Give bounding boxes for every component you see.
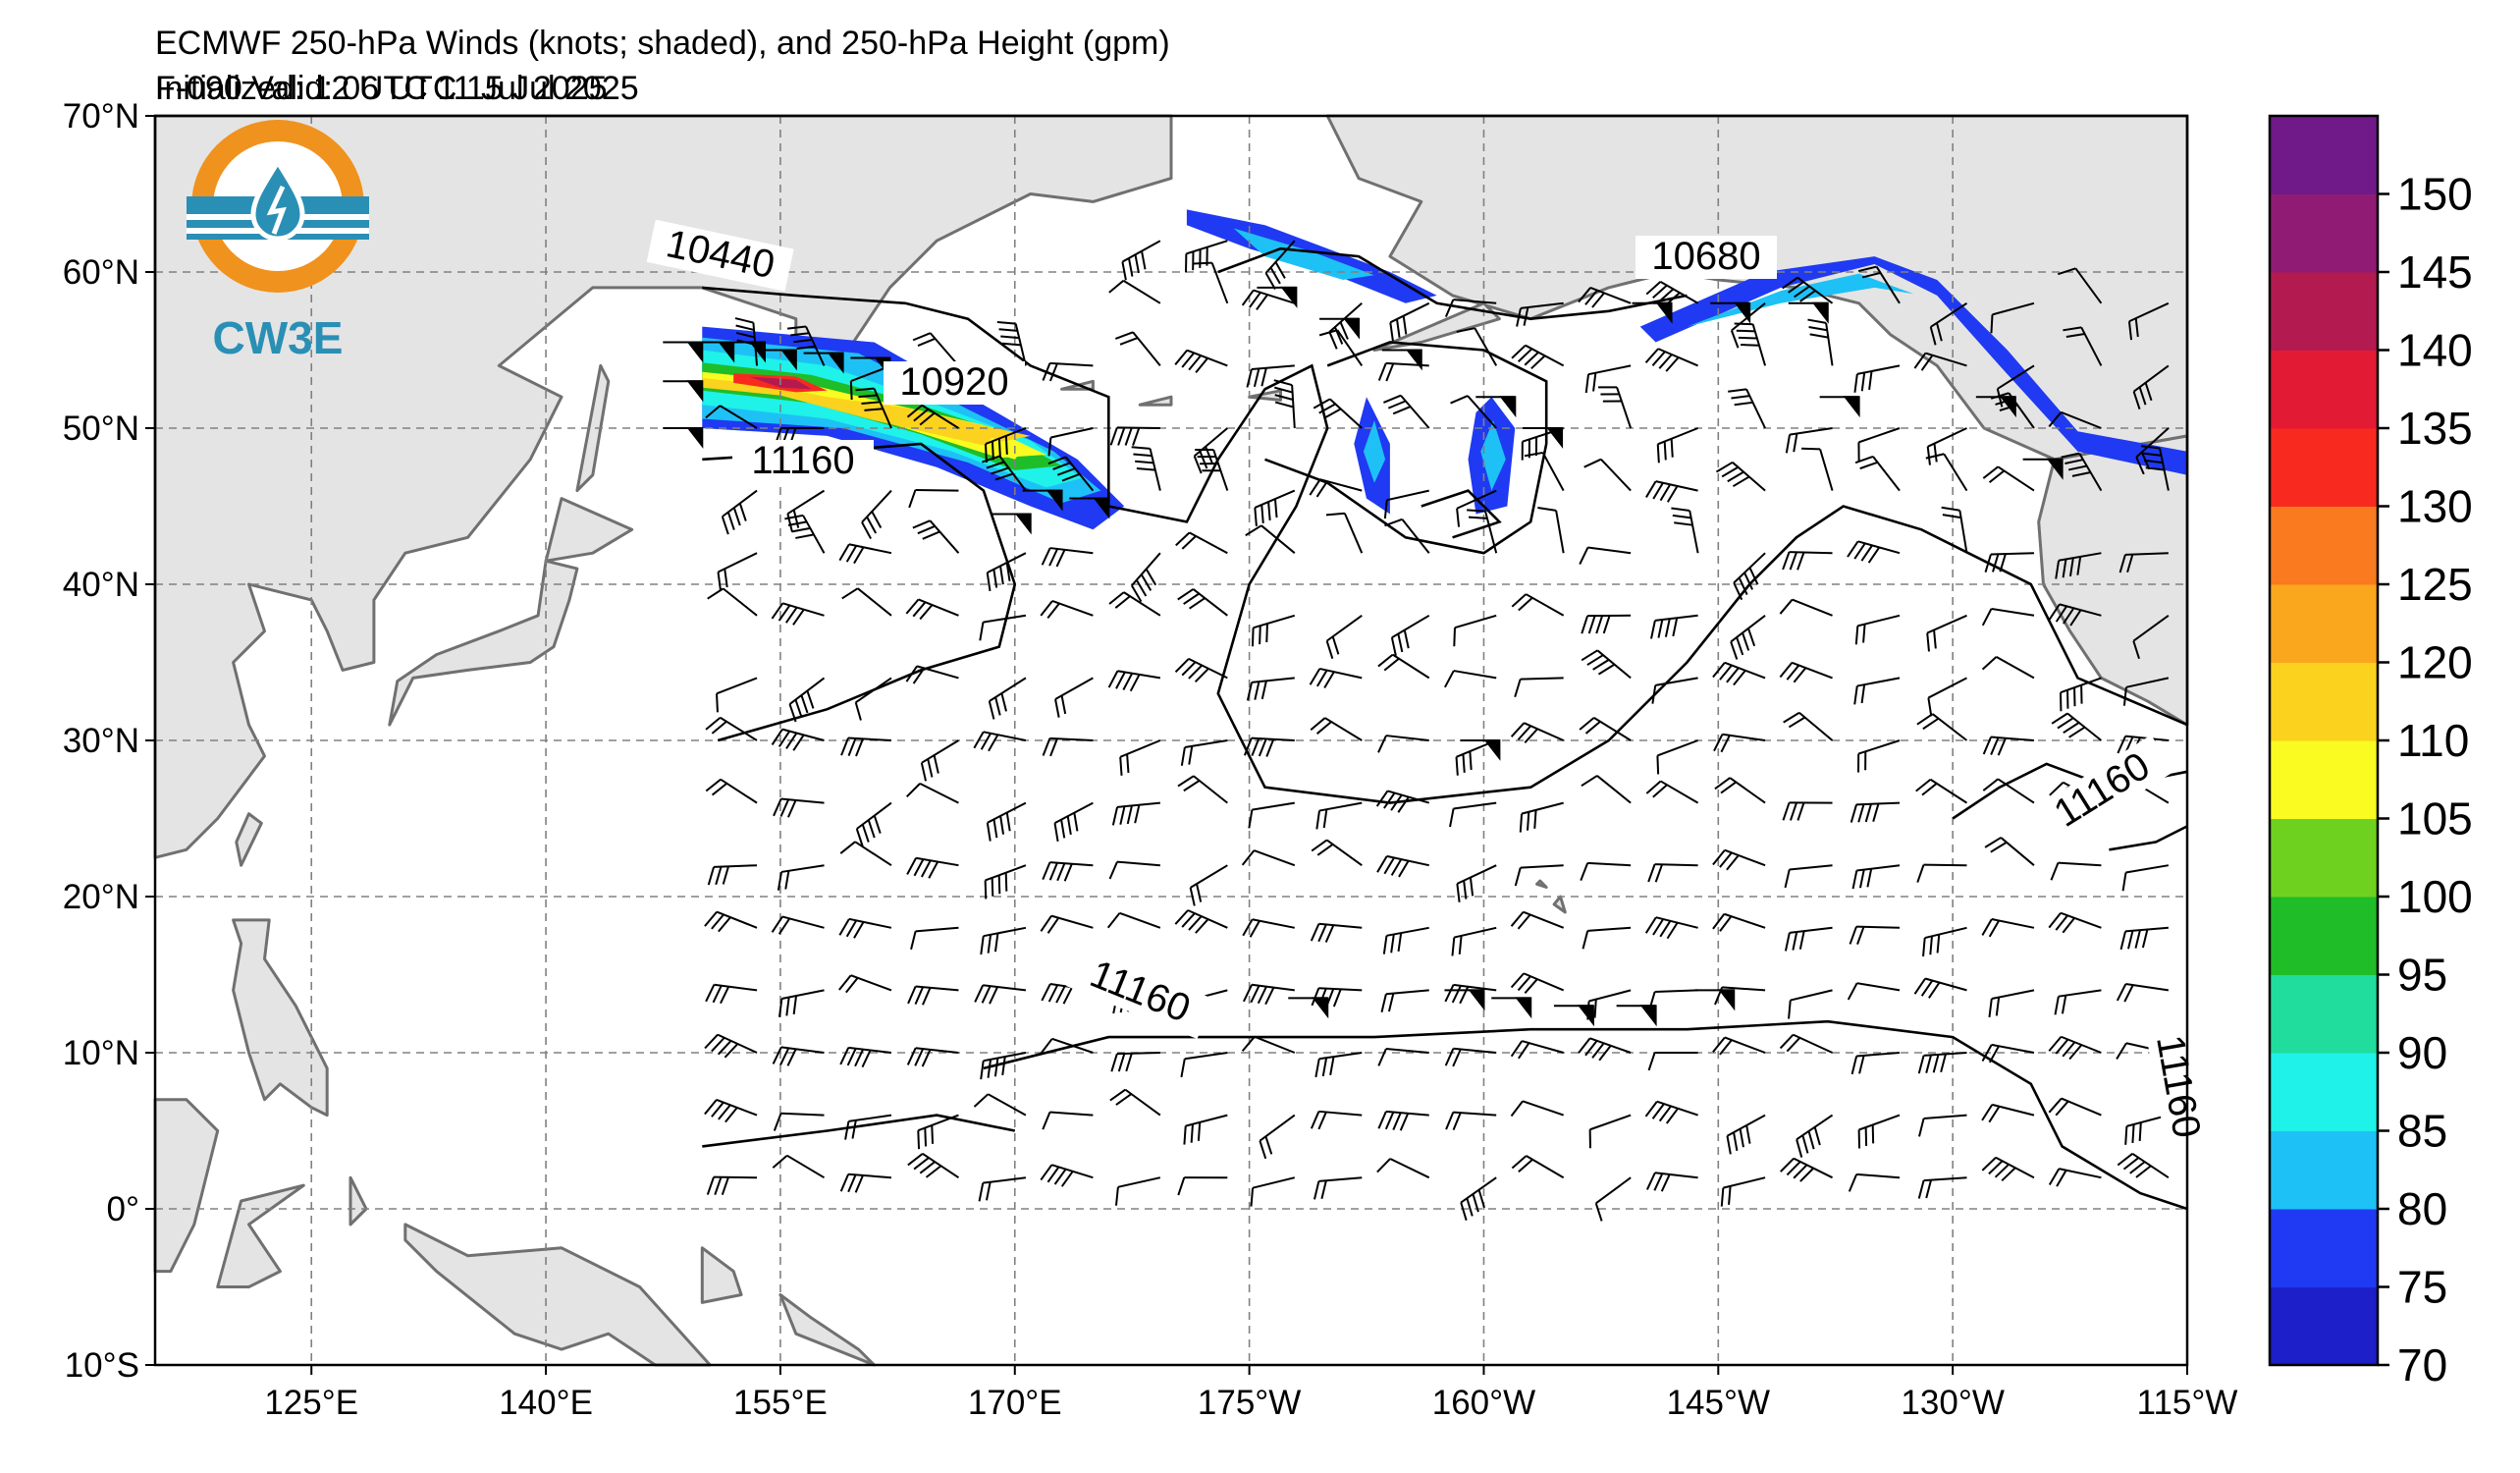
contour-label: 10920 bbox=[884, 360, 1025, 405]
svg-text:10920: 10920 bbox=[899, 360, 1008, 404]
colorbar-segment bbox=[2270, 350, 2378, 429]
colorbar-segment bbox=[2270, 193, 2378, 273]
longitude-label: 175°W bbox=[1198, 1384, 1301, 1422]
colorbar-segment bbox=[2270, 116, 2378, 194]
latitude-label: 20°N bbox=[63, 878, 139, 916]
colorbar-label: 75 bbox=[2397, 1262, 2447, 1313]
colorbar-segment bbox=[2270, 1053, 2378, 1131]
colorbar-segment bbox=[2270, 506, 2378, 585]
longitude-label: 140°E bbox=[499, 1384, 593, 1422]
colorbar-label: 90 bbox=[2397, 1027, 2447, 1078]
colorbar: 70 75 80 85 90 95 100 105 110 120 125 130 135 140 145 1… bbox=[2268, 114, 2473, 1391]
longitude-label: 125°E bbox=[264, 1384, 358, 1422]
colorbar-segment bbox=[2270, 428, 2378, 507]
lightning-icon bbox=[266, 185, 287, 235]
colorbar-label: 95 bbox=[2397, 950, 2447, 1001]
colorbar-label: 120 bbox=[2397, 637, 2473, 688]
colorbar-segment bbox=[2270, 897, 2378, 975]
latitude-labels: 70°N 60°N 50°N 40°N 30°N 20°N 10°N 0° 10°S bbox=[63, 97, 155, 1385]
colorbar-segment bbox=[2270, 1209, 2378, 1287]
longitude-label: 155°E bbox=[733, 1384, 828, 1422]
colorbar-segment bbox=[2270, 272, 2378, 351]
colorbar-segment bbox=[2270, 818, 2378, 898]
colorbar-segment bbox=[2270, 740, 2378, 819]
colorbar-segment bbox=[2270, 1286, 2378, 1366]
longitude-label: 160°W bbox=[1432, 1384, 1535, 1422]
svg-text:10680: 10680 bbox=[1651, 235, 1760, 278]
latitude-label: 50°N bbox=[63, 409, 139, 448]
colorbar-label: 145 bbox=[2397, 246, 2473, 298]
cw3e-logo: CW3E bbox=[187, 120, 369, 363]
colorbar-label: 110 bbox=[2397, 715, 2469, 766]
svg-text:11160: 11160 bbox=[751, 439, 854, 482]
latitude-label: 0° bbox=[107, 1190, 139, 1228]
initialized-time: Initialized: 12 UTC 11 Jul 2025 bbox=[155, 70, 608, 107]
longitude-label: 170°E bbox=[968, 1384, 1062, 1422]
colorbar-label: 135 bbox=[2397, 403, 2473, 454]
latitude-label: 30°N bbox=[63, 722, 139, 760]
colorbar-label: 70 bbox=[2397, 1339, 2447, 1391]
contour-label: 10680 bbox=[1635, 235, 1777, 279]
colorbar-label: 150 bbox=[2397, 169, 2473, 220]
colorbar-segment bbox=[2270, 584, 2378, 663]
longitude-label: 115°W bbox=[2137, 1384, 2238, 1422]
latitude-label: 10°S bbox=[65, 1346, 139, 1385]
logo-text: CW3E bbox=[213, 312, 344, 363]
colorbar-label: 140 bbox=[2397, 325, 2473, 376]
latitude-label: 60°N bbox=[63, 253, 139, 292]
wind-barbs bbox=[663, 240, 2170, 1222]
longitude-label: 130°W bbox=[1901, 1384, 2004, 1422]
colorbar-label: 80 bbox=[2397, 1183, 2447, 1234]
land-masses bbox=[153, 114, 2189, 1367]
colorbar-label: 105 bbox=[2397, 793, 2473, 845]
latitude-label: 70°N bbox=[63, 97, 139, 136]
latitude-label: 10°N bbox=[63, 1034, 139, 1072]
colorbar-label: 130 bbox=[2397, 481, 2473, 532]
longitude-label: 145°W bbox=[1667, 1384, 1770, 1422]
longitude-labels: 125°E 140°E 155°E 170°E 175°W 160°W 145°W 130°W… bbox=[264, 1365, 2237, 1422]
colorbar-segment bbox=[2270, 974, 2378, 1054]
chart-title: ECMWF 250-hPa Winds (knots; shaded), and… bbox=[155, 25, 1170, 62]
contour-label: 11160 bbox=[732, 439, 874, 483]
colorbar-label: 125 bbox=[2397, 559, 2473, 610]
valid-time: F-090 Valid: 06 UTC 15 Jul 2025 bbox=[155, 70, 639, 107]
colorbar-label: 100 bbox=[2397, 871, 2473, 922]
height-contours bbox=[702, 246, 2188, 1211]
colorbar-segment bbox=[2270, 662, 2378, 741]
colorbar-label: 85 bbox=[2397, 1106, 2447, 1157]
colorbar-segment bbox=[2270, 1130, 2378, 1210]
latitude-label: 40°N bbox=[63, 566, 139, 604]
